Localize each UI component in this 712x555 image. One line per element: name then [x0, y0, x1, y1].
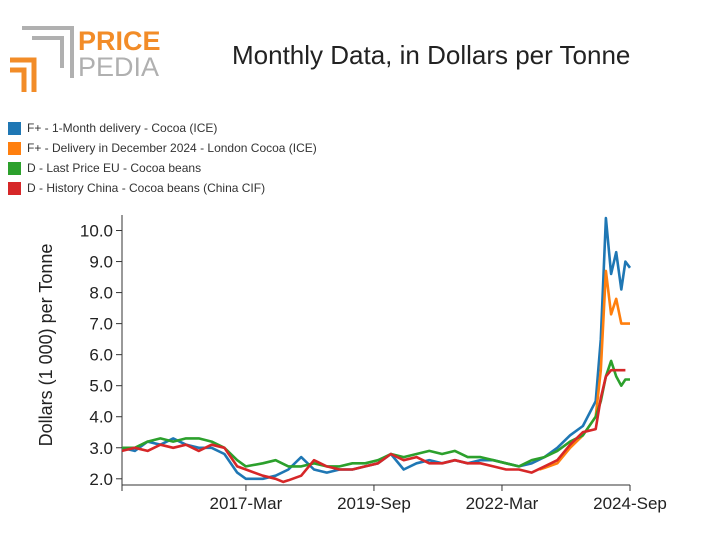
series-line-1[interactable] — [539, 269, 630, 471]
logo-word-top: PRICE — [78, 26, 161, 56]
y-tick-label: 6.0 — [89, 346, 113, 365]
series-lines — [121, 216, 632, 484]
legend-label: D - Last Price EU - Cocoa beans — [27, 161, 202, 175]
y-tick-label: 8.0 — [89, 284, 113, 303]
x-tick-label: 2017-Mar — [210, 494, 283, 513]
x-tick-label: 2024-Sep — [593, 494, 667, 513]
y-tick-label: 5.0 — [89, 377, 113, 396]
legend-item-china-beans[interactable]: D - History China - Cocoa beans (China C… — [8, 178, 317, 198]
series-line-2[interactable] — [122, 359, 630, 468]
legend-swatch-blue — [8, 121, 21, 135]
y-axis-title: Dollars (1 000) per Tonne — [36, 244, 56, 447]
pricepedia-logo: PRICE PEDIA — [10, 26, 161, 92]
legend-swatch-red — [8, 181, 21, 195]
y-tick-label: 10.0 — [80, 222, 113, 241]
logo-word-bottom: PEDIA — [78, 52, 159, 82]
axes: 2.0 3.0 4.0 5.0 6.0 7.0 8.0 9.0 10.0 2017-Mar 2019… — [80, 215, 667, 513]
legend-item-eu-beans[interactable]: D - Last Price EU - Cocoa beans — [8, 158, 317, 178]
legend-swatch-orange — [8, 141, 21, 155]
legend-label: F+ - Delivery in December 2024 - London … — [27, 141, 317, 155]
y-tick-label: 3.0 — [89, 439, 113, 458]
series-line-0[interactable] — [121, 216, 632, 481]
chart-title: Monthly Data, in Dollars per Tonne — [232, 40, 631, 70]
series-line-3[interactable] — [121, 368, 626, 484]
legend: F+ - 1-Month delivery - Cocoa (ICE) F+ -… — [8, 118, 317, 198]
legend-item-ice-dec2024[interactable]: F+ - Delivery in December 2024 - London … — [8, 138, 317, 158]
x-tick-label: 2022-Mar — [466, 494, 539, 513]
logo-mark-icon — [10, 26, 74, 92]
y-tick-label: 2.0 — [89, 470, 113, 489]
legend-item-ice-1month[interactable]: F+ - 1-Month delivery - Cocoa (ICE) — [8, 118, 317, 138]
y-tick-label: 9.0 — [89, 253, 113, 272]
y-tick-label: 4.0 — [89, 408, 113, 427]
y-tick-label: 7.0 — [89, 315, 113, 334]
legend-label: F+ - 1-Month delivery - Cocoa (ICE) — [27, 121, 218, 135]
legend-swatch-green — [8, 161, 21, 175]
x-tick-label: 2019-Sep — [337, 494, 411, 513]
legend-label: D - History China - Cocoa beans (China C… — [27, 181, 266, 195]
